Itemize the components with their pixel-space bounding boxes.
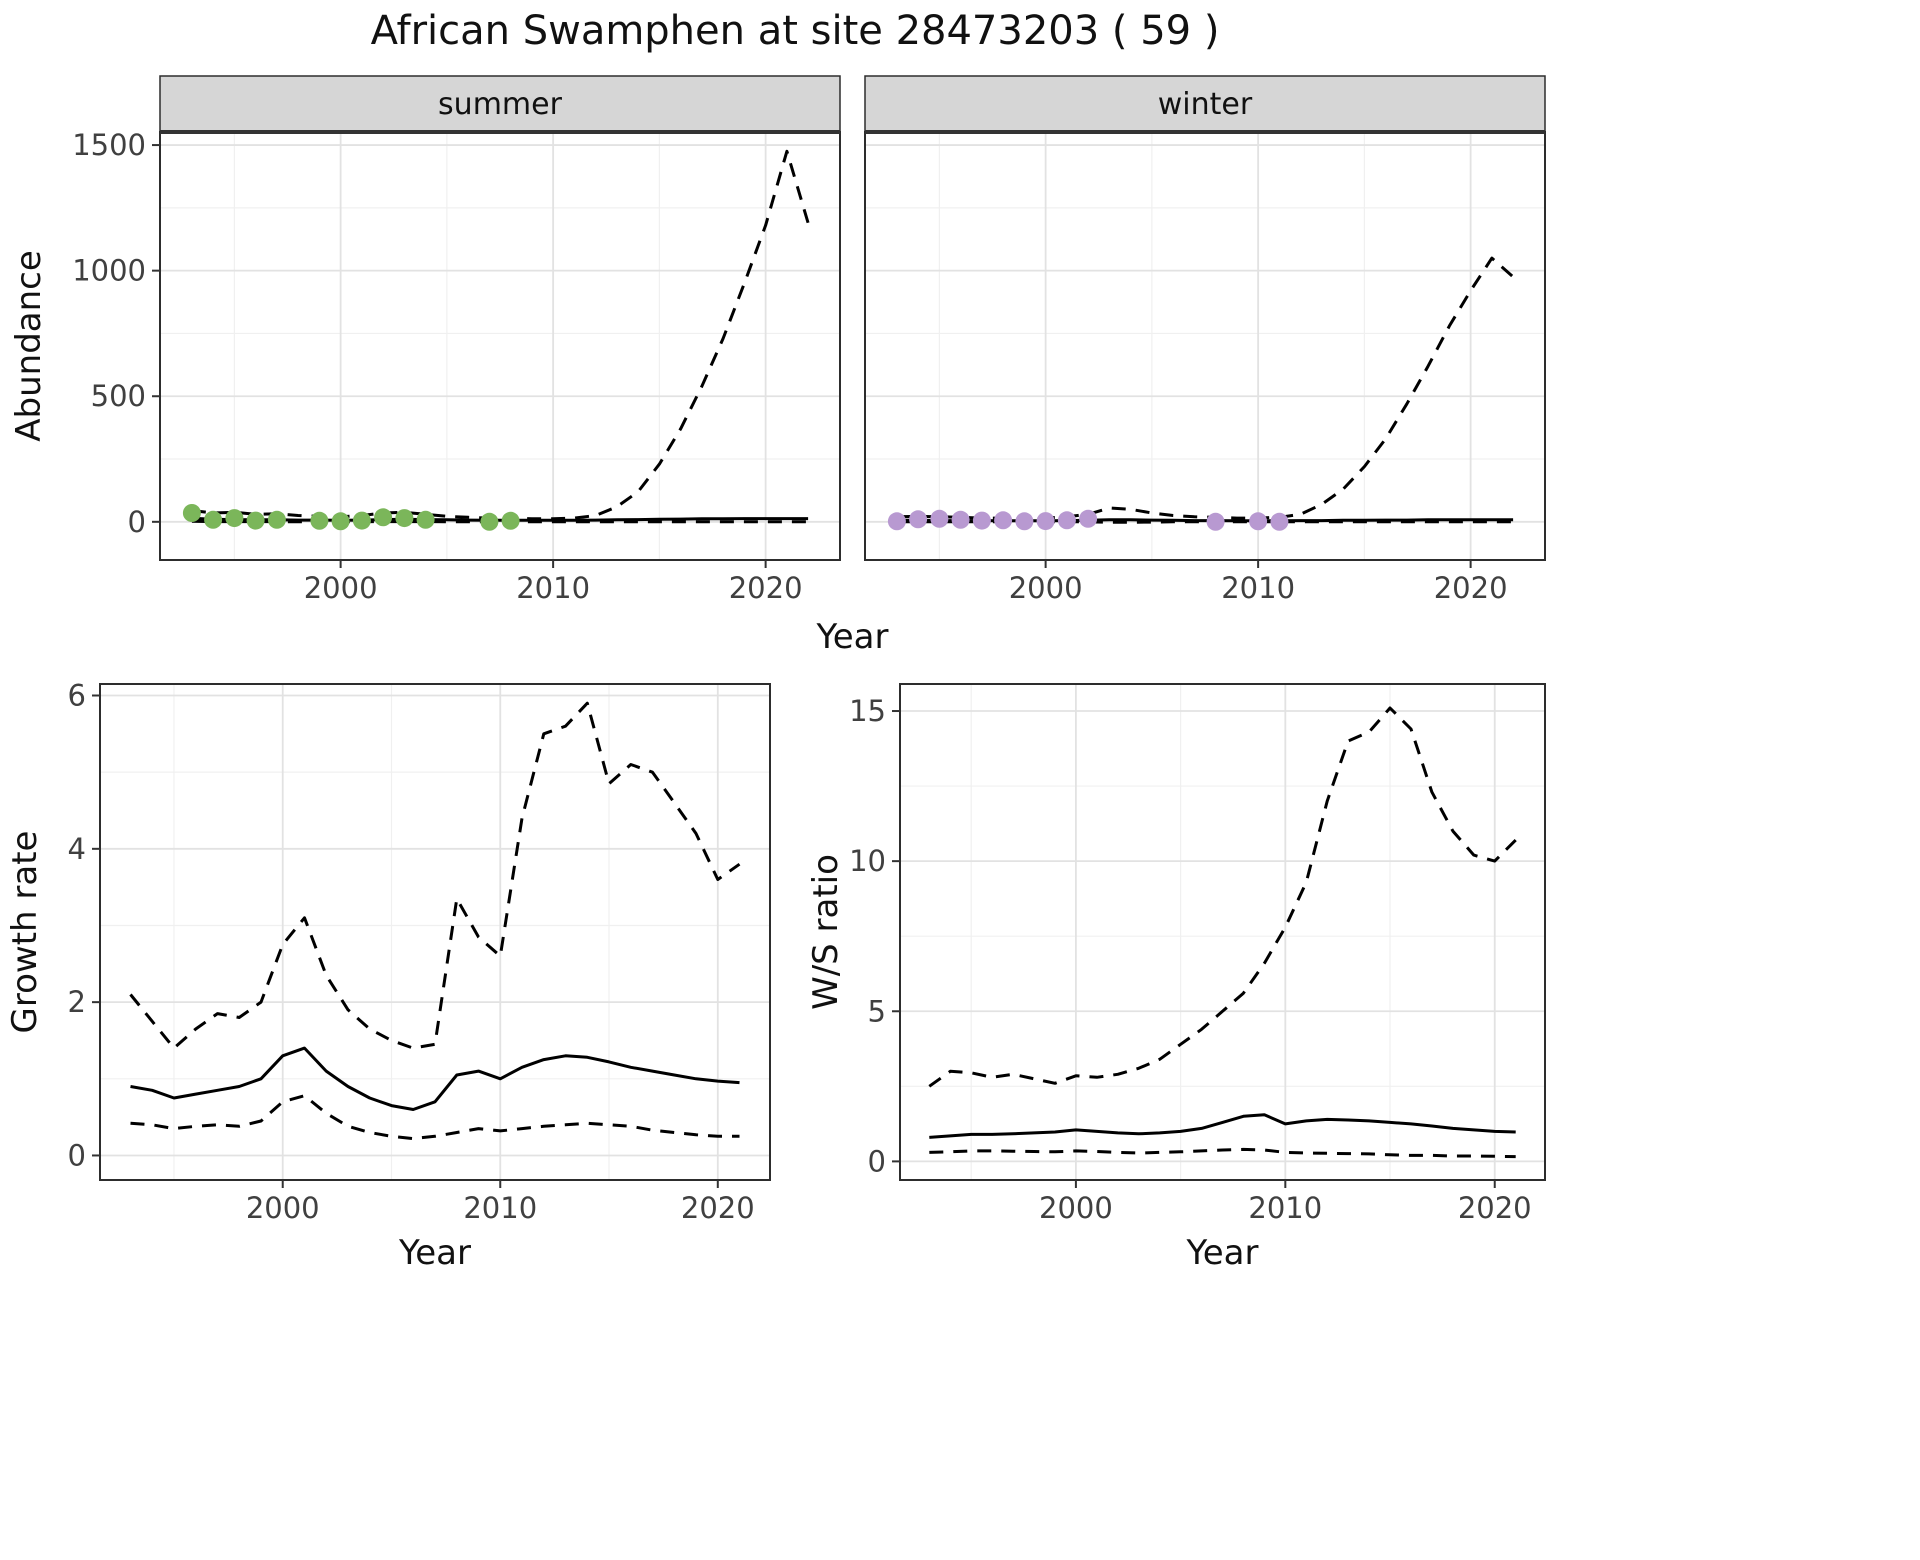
- y-tick-label: 15: [849, 694, 886, 728]
- x-tick-label: 2020: [681, 1191, 755, 1225]
- panel-border: [99, 683, 771, 1181]
- x-tick-label: 2010: [1221, 571, 1295, 605]
- y-tick-label: 5: [868, 994, 886, 1028]
- ws-ratio-chart: 2000 2010 2020 0 5 10 15 Year W/S ratio: [806, 683, 1546, 1273]
- fit-line: [929, 1113, 1516, 1139]
- observed-point: [310, 511, 329, 530]
- facet-strip: [864, 75, 1546, 133]
- observed-point: [352, 511, 371, 530]
- facet-strip-label: winter: [1158, 87, 1253, 122]
- chart-title: African Swamphen at site 28473203 ( 59 ): [370, 8, 1220, 54]
- x-axis-title: Year: [398, 1233, 471, 1273]
- y-axis-title: Abundance: [9, 250, 49, 442]
- x-tick-label: 2000: [246, 1191, 320, 1225]
- y-tick-label: 6: [68, 678, 86, 712]
- x-tick-label: 2010: [463, 1191, 537, 1225]
- upper-ci-line: [129, 701, 741, 1050]
- x-tick-label: 2000: [1039, 1191, 1113, 1225]
- facet-strip: [159, 75, 841, 133]
- observed-point: [416, 510, 435, 529]
- panel-background: [900, 684, 1545, 1180]
- y-tick-label: 500: [91, 379, 146, 413]
- y-tick-label: 0: [128, 505, 146, 539]
- y-axis-title: W/S ratio: [806, 854, 846, 1010]
- observed-point: [395, 509, 414, 528]
- observed-point: [1079, 509, 1098, 528]
- x-tick-label: 2010: [1248, 1191, 1322, 1225]
- facet-strip-label: summer: [438, 87, 563, 122]
- panel-background: [865, 132, 1545, 560]
- x-tick-label: 2000: [304, 571, 378, 605]
- upper-ci-line: [928, 706, 1517, 1088]
- y-tick-label: 10: [849, 844, 886, 878]
- summer-panel: 2000 2010 2020 0 500 1000 1500 summer: [72, 75, 841, 605]
- lower-ci-line: [130, 1094, 740, 1141]
- winter-panel: 2000 2010 2020 winter: [864, 75, 1546, 605]
- y-tick-label: 0: [868, 1144, 886, 1178]
- observed-point: [994, 511, 1013, 530]
- observed-point: [1057, 511, 1076, 530]
- panel-background: [160, 132, 840, 560]
- observed-point: [1036, 512, 1055, 531]
- observed-point: [246, 511, 265, 530]
- x-tick-label: 2020: [729, 571, 803, 605]
- observed-point: [331, 512, 350, 531]
- observed-point: [182, 504, 201, 522]
- observed-point: [887, 512, 906, 531]
- observed-point: [1270, 512, 1289, 531]
- x-tick-label: 2010: [516, 571, 590, 605]
- x-tick-label: 2020: [1434, 571, 1508, 605]
- upper-ci-line: [191, 149, 810, 521]
- y-tick-label: 1500: [72, 128, 146, 162]
- observed-point: [501, 511, 520, 530]
- lower-ci-line: [929, 1147, 1516, 1159]
- x-tick-label: 2000: [1009, 571, 1083, 605]
- observed-point: [909, 510, 928, 529]
- observed-point: [1015, 512, 1034, 531]
- lower-ci-line: [191, 519, 809, 524]
- observed-point: [1206, 512, 1225, 531]
- y-tick-label: 0: [68, 1138, 86, 1172]
- fit-line: [191, 516, 809, 522]
- observed-point: [480, 512, 499, 531]
- y-tick-label: 1000: [72, 254, 146, 288]
- y-tick-label: 2: [68, 985, 86, 1019]
- panel-border: [899, 683, 1546, 1181]
- observed-point: [267, 510, 286, 529]
- observed-point: [374, 508, 393, 527]
- x-axis-title: Year: [1186, 1233, 1259, 1273]
- observed-point: [225, 509, 244, 528]
- x-axis-title: Year: [816, 617, 889, 657]
- observed-point: [930, 509, 949, 528]
- growth_rate-panel: 2000 2010 2020 0 2 4 6: [68, 678, 771, 1225]
- x-tick-label: 2020: [1458, 1191, 1532, 1225]
- figure: African Swamphen at site 28473203 ( 59 )…: [5, 8, 1546, 1273]
- growth-rate-chart: 2000 2010 2020 0 2 4 6 Year Growth rate: [5, 678, 771, 1273]
- observed-point: [204, 510, 223, 529]
- y-axis-title: Growth rate: [5, 831, 45, 1034]
- ws_ratio-panel: 2000 2010 2020 0 5 10 15: [849, 683, 1546, 1225]
- observed-point: [972, 511, 991, 530]
- y-tick-label: 4: [68, 832, 86, 866]
- observed-point: [951, 510, 970, 529]
- fit-line: [130, 1046, 740, 1111]
- observed-point: [1249, 512, 1268, 531]
- panel-background: [100, 684, 770, 1180]
